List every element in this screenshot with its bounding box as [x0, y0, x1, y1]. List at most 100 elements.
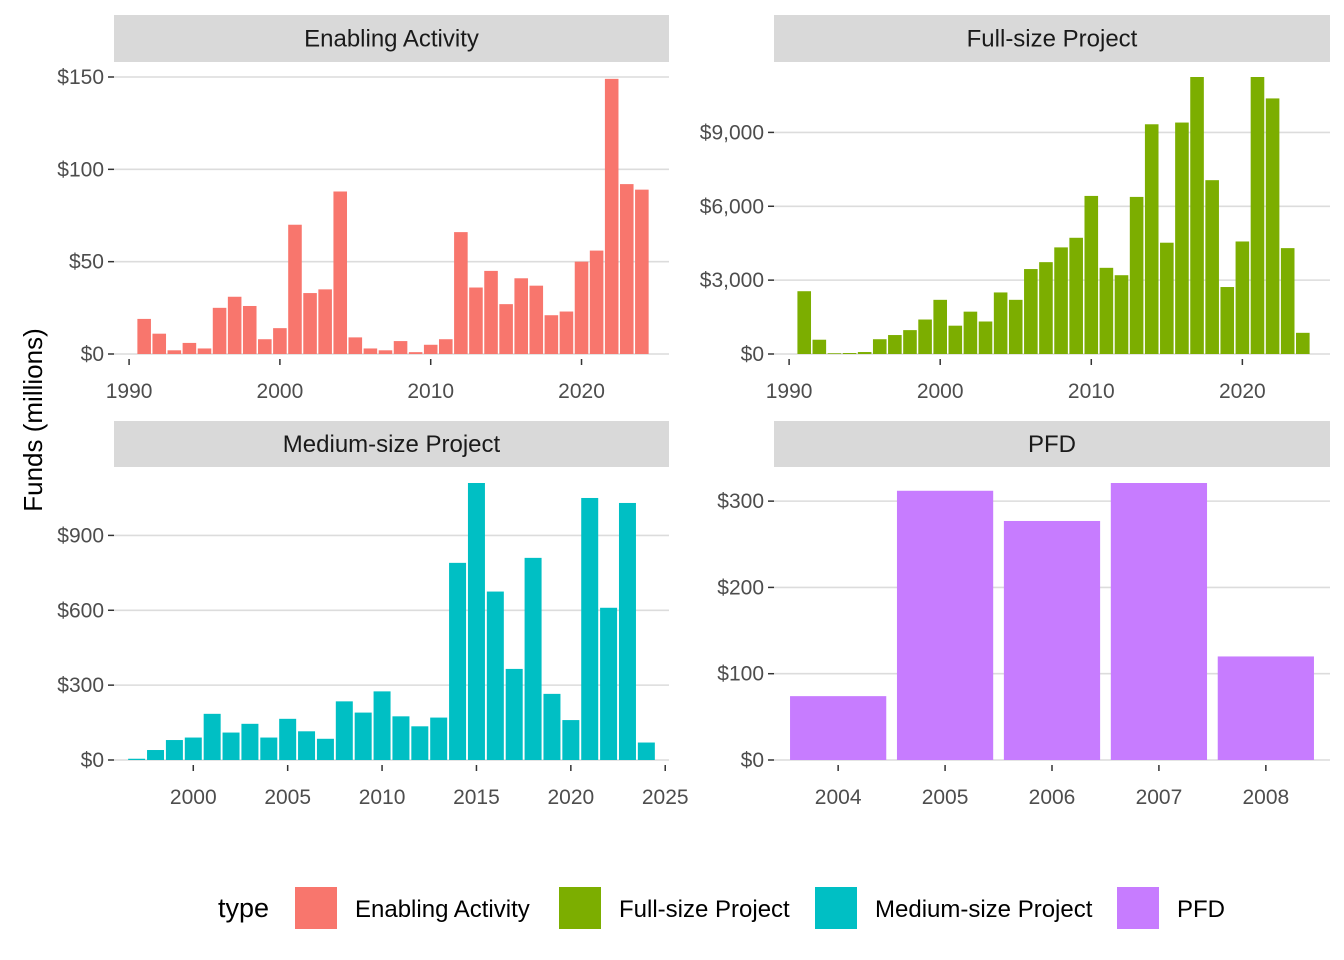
x-tick-label: 2005	[922, 786, 969, 809]
bar-enabling-activity-2004	[333, 191, 348, 354]
bar-full-size-project-2007	[1039, 262, 1053, 354]
y-tick-label: $3,000	[700, 269, 764, 292]
bar-full-size-project-2008	[1054, 247, 1068, 354]
legend-label-medium-size-project: Medium-size Project	[875, 896, 1093, 923]
bar-enabling-activity-1996	[212, 307, 227, 354]
x-tick-label: 2010	[1068, 380, 1115, 403]
x-tick-label: 2004	[815, 786, 862, 809]
bar-enabling-activity-2021	[589, 250, 604, 354]
y-tick-label: $600	[57, 599, 104, 622]
panel-pfd: PFD $0 $100 $200 $300 2004 2005 2006 2007 2008	[717, 421, 1330, 809]
bar-full-size-project-2014	[1144, 124, 1159, 355]
bar-medium-size-project-2004	[260, 737, 278, 760]
panel-title: Medium-size Project	[283, 431, 501, 458]
x-tick-label: 2020	[1219, 380, 1266, 403]
bar-medium-size-project-2020	[562, 720, 580, 760]
bar-enabling-activity-2016	[514, 278, 528, 354]
bar-full-size-project-2024	[1296, 332, 1310, 354]
bar-full-size-project-2013	[1129, 196, 1144, 354]
bar-full-size-project-1994	[842, 353, 857, 354]
y-tick-label: $300	[717, 490, 764, 513]
bar-medium-size-project-2016	[486, 591, 504, 760]
bar-enabling-activity-2006	[363, 348, 378, 354]
y-tick-label: $0	[741, 749, 764, 772]
bar-pfd-2006	[1003, 520, 1101, 760]
bar-medium-size-project-2022	[600, 607, 618, 760]
bar-enabling-activity-2013	[469, 287, 483, 354]
bar-full-size-project-2003	[978, 321, 993, 354]
bar-medium-size-project-2001	[203, 713, 221, 760]
bar-enabling-activity-2014	[484, 270, 498, 354]
bar-medium-size-project-2010	[373, 691, 391, 760]
bar-medium-size-project-2021	[581, 497, 599, 760]
bar-pfd-2008	[1217, 656, 1314, 760]
x-tick-label: 1990	[766, 380, 813, 403]
legend-title: type	[218, 893, 269, 923]
bar-enabling-activity-2001	[288, 224, 302, 354]
bar-full-size-project-1996	[872, 339, 887, 354]
y-tick-label: $0	[81, 749, 104, 772]
bar-full-size-project-2018	[1205, 180, 1219, 354]
bar-enabling-activity-2023	[619, 184, 634, 354]
x-tick-label: 2020	[558, 380, 605, 403]
x-tick-label: 2000	[170, 786, 217, 809]
x-tick-label: 2000	[917, 380, 964, 403]
bar-full-size-project-2006	[1024, 269, 1038, 354]
bar-medium-size-project-2003	[241, 723, 259, 760]
x-tick-label: 2010	[359, 786, 406, 809]
panel-strip	[114, 15, 669, 62]
legend-label-pfd: PFD	[1177, 896, 1225, 923]
bar-enabling-activity-1993	[167, 350, 182, 354]
x-tick-label: 2010	[407, 380, 454, 403]
bar-full-size-project-2004	[993, 292, 1008, 354]
bar-enabling-activity-1992	[152, 333, 167, 354]
y-tick-label: $0	[741, 343, 764, 366]
y-tick-label: $0	[81, 343, 104, 366]
bar-full-size-project-2023	[1280, 248, 1295, 354]
bar-medium-size-project-1997	[128, 758, 146, 760]
legend-label-enabling-activity: Enabling Activity	[355, 896, 530, 923]
y-tick-label: $150	[57, 66, 104, 89]
y-tick-label: $300	[57, 674, 104, 697]
bar-enabling-activity-2009	[408, 352, 423, 354]
bar-enabling-activity-2015	[499, 304, 513, 354]
bar-full-size-project-1997	[888, 335, 902, 354]
x-tick-label: 2020	[547, 786, 594, 809]
y-tick-label: $100	[57, 158, 104, 181]
bar-enabling-activity-2020	[574, 261, 589, 354]
bar-enabling-activity-2005	[348, 337, 363, 354]
bar-enabling-activity-2007	[378, 350, 393, 354]
y-tick-label: $100	[717, 663, 764, 686]
bar-medium-size-project-2018	[524, 557, 542, 760]
bar-medium-size-project-2009	[354, 712, 372, 760]
bar-medium-size-project-2005	[279, 718, 297, 760]
panel-strip	[114, 421, 669, 467]
bar-enabling-activity-2022	[604, 78, 619, 354]
bar-medium-size-project-2013	[430, 717, 448, 760]
legend-key-medium-size-project	[815, 887, 857, 929]
bar-medium-size-project-2024	[637, 742, 655, 760]
legend: type Enabling Activity Full-size Project M…	[218, 887, 1225, 929]
bar-full-size-project-2012	[1114, 275, 1129, 354]
panel-title: PFD	[1028, 431, 1076, 458]
x-tick-label: 2008	[1242, 786, 1289, 809]
bar-medium-size-project-2008	[335, 701, 353, 760]
bar-enabling-activity-2002	[303, 293, 317, 354]
bar-full-size-project-1991	[797, 291, 812, 354]
bar-enabling-activity-2003	[318, 289, 332, 354]
panel-title: Enabling Activity	[304, 26, 479, 53]
bar-enabling-activity-1994	[182, 342, 197, 354]
bar-enabling-activity-1991	[137, 318, 151, 354]
bar-enabling-activity-2024	[635, 189, 649, 354]
bar-full-size-project-2002	[963, 311, 978, 354]
bar-medium-size-project-2002	[222, 732, 240, 760]
x-tick-label: 2015	[453, 786, 500, 809]
bar-medium-size-project-2023	[618, 502, 636, 760]
legend-key-pfd	[1117, 887, 1159, 929]
bar-pfd-2004	[790, 696, 887, 760]
bar-medium-size-project-2006	[298, 731, 316, 760]
bar-enabling-activity-2010	[423, 344, 438, 354]
legend-key-full-size-project	[559, 887, 601, 929]
bar-full-size-project-2020	[1235, 241, 1250, 354]
bar-medium-size-project-2017	[505, 668, 523, 760]
